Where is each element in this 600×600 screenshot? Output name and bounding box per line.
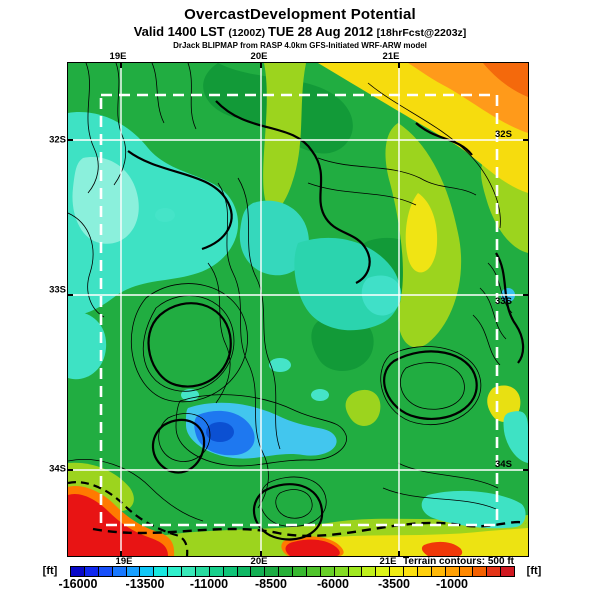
border-ticks: [68, 63, 528, 556]
page-title: OvercastDevelopment Potential: [184, 6, 416, 23]
top-tick-20e: 20E: [250, 51, 268, 62]
colorbar-segment: [334, 567, 349, 576]
forecast-map-canvas: 32S 33S 34S: [68, 63, 528, 556]
colorbar-segment: [320, 567, 335, 576]
colorbar-segment: [473, 567, 488, 576]
colorbar-segment: [445, 567, 460, 576]
bottom-tick-20e: 20E: [250, 556, 268, 567]
colorbar-segment: [154, 567, 169, 576]
colorbar-value-5: -6000: [317, 577, 349, 591]
left-tick-33s: 33S: [49, 284, 66, 296]
latlon-grid: [68, 63, 528, 556]
colorbar-segment: [265, 567, 280, 576]
colorbar-segment: [251, 567, 266, 576]
top-tick-19e: 19E: [109, 51, 127, 62]
red-regions: [68, 486, 463, 556]
colorbar-segment: [487, 567, 502, 576]
colorbar-segment: [71, 567, 85, 576]
colorbar-segment: [140, 567, 155, 576]
colorbar-segment: [306, 567, 321, 576]
colorbar-value-3: -11000: [189, 577, 229, 591]
colorbar-segment: [195, 567, 210, 576]
colorbar-segment: [417, 567, 432, 576]
colorbar-segment: [182, 567, 196, 576]
valid-time: Valid 1400 LST: [133, 24, 229, 39]
colorbar-segment: [126, 567, 141, 576]
forecast-run-info: [18hrFcst@2203z]: [376, 27, 467, 39]
colorbar-value-7: -1000: [436, 577, 468, 591]
right-tick-33s: 33S: [495, 296, 512, 307]
forecast-map: 32S 33S 34S: [67, 62, 529, 557]
colorbar-segment: [168, 567, 182, 576]
valid-time-utc: (1200Z): [228, 27, 269, 39]
colorbar-segment: [362, 567, 377, 576]
model-attribution: DrJack BLIPMAP from RASP 4.0km GFS-Initi…: [173, 41, 427, 50]
colorbar-segment: [237, 567, 252, 576]
colorbar-segment: [348, 567, 363, 576]
colorbar-segment: [279, 567, 293, 576]
colorbar-value-2: -13500: [125, 577, 165, 591]
terrain-contours-thick: [127, 100, 525, 541]
colorbar-segment: [459, 567, 474, 576]
colorbar-segment: [390, 567, 404, 576]
unit-label-left: [ft]: [42, 565, 58, 577]
colorbar-segment: [431, 567, 446, 576]
colorbar-segment: [112, 567, 127, 576]
colorbar-value-4: -8500: [255, 577, 287, 591]
bottom-tick-21e: 21E: [379, 556, 397, 567]
colorbar-segment: [223, 567, 238, 576]
domain-boundary: [99, 93, 499, 527]
terrain-contour-note: Terrain contours: 500 ft: [403, 556, 514, 567]
left-tick-32s: 32S: [49, 134, 66, 146]
cyan-regions: [68, 112, 528, 529]
colorbar: [70, 566, 515, 577]
left-tick-34s: 34S: [49, 463, 66, 475]
bottom-tick-19e: 19E: [115, 556, 133, 567]
colorbar-segment: [84, 567, 99, 576]
colorbar-segment: [501, 567, 514, 576]
colorbar-segment: [209, 567, 224, 576]
right-tick-34s: 34S: [495, 459, 512, 470]
colorbar-segment: [404, 567, 418, 576]
valid-time-line: Valid 1400 LST (1200Z) TUE 28 Aug 2012 […: [0, 24, 600, 39]
colorbar-segment: [376, 567, 391, 576]
colorbar-value-1: -16000: [58, 577, 98, 591]
colorbar-segment: [98, 567, 113, 576]
colorbar-value-6: -3500: [378, 577, 410, 591]
terrain-contours-thin: [68, 63, 513, 527]
valid-date: TUE 28 Aug 2012: [268, 24, 377, 39]
unit-label-right: [ft]: [526, 565, 542, 577]
colorbar-segment: [293, 567, 307, 576]
right-tick-32s: 32S: [495, 129, 512, 140]
top-tick-21e: 21E: [382, 51, 400, 62]
right-latitude-labels: 32S 33S 34S: [495, 129, 512, 470]
